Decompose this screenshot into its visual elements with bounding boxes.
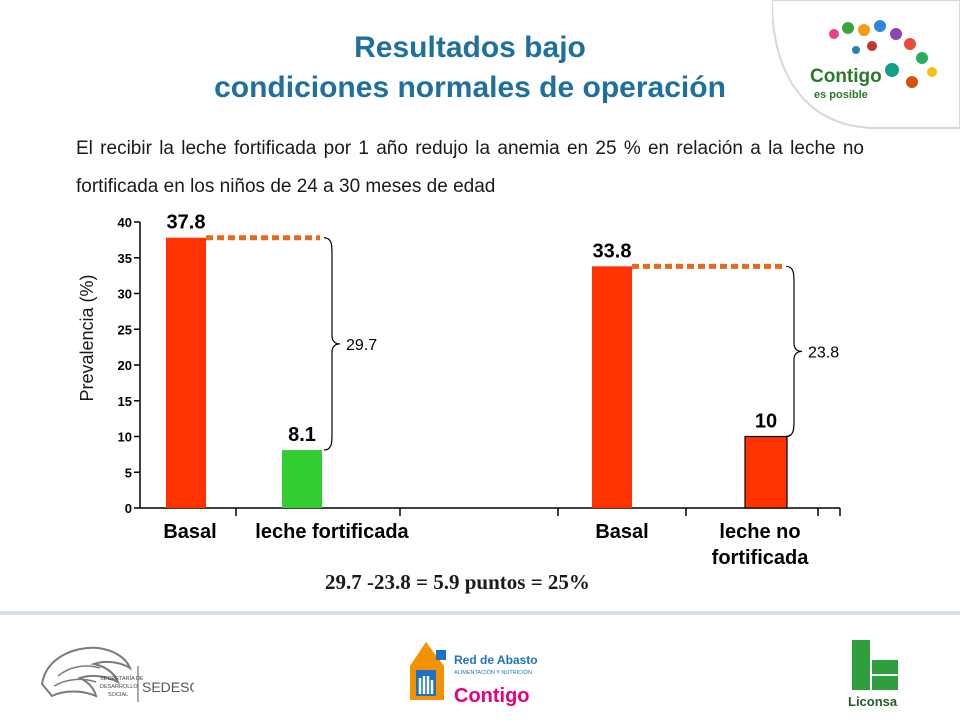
- x-tick-label: leche fortificada: [255, 521, 409, 543]
- contigo-logo-subtext: es posible: [814, 89, 868, 101]
- eagle-emblem-icon: [40, 646, 133, 698]
- bar-value-label: 8.1: [288, 424, 316, 446]
- x-tick-label: fortificada: [712, 547, 810, 569]
- sedesol-text: SEDESOL: [142, 679, 194, 695]
- difference-annotation: 29.7: [346, 337, 377, 354]
- bar-value-label: 10: [755, 411, 777, 433]
- difference-brace: [785, 265, 803, 438]
- sedesol-secretaria-text: SECRETARÍA DE DESARROLLO SOCIAL: [100, 675, 145, 698]
- bar-value-label: 37.8: [167, 212, 206, 234]
- y-tick-label: 30: [118, 287, 132, 302]
- red-abasto-subtitle: ALIMENTACIÓN Y NUTRICIÓN: [454, 669, 532, 676]
- title-line-1: Resultados bajo: [354, 31, 586, 64]
- sedesol-logo: SECRETARÍA DE DESARROLLO SOCIAL SEDESOL: [40, 646, 194, 702]
- x-tick-label: leche no: [719, 521, 800, 543]
- difference-brace: [323, 237, 341, 451]
- y-tick-label: 25: [118, 322, 132, 337]
- difference-annotation: 23.8: [808, 344, 839, 361]
- red-abasto-title: Red de Abasto: [454, 653, 538, 667]
- x-tick-label: Basal: [595, 521, 648, 543]
- house-hand-icon: [410, 642, 446, 700]
- red-de-abasto-logo: Red de Abasto ALIMENTACIÓN Y NUTRICIÓN C…: [410, 642, 538, 707]
- red-abasto-contigo: Contigo: [454, 685, 530, 707]
- y-tick-label: 20: [118, 358, 132, 373]
- bar: [282, 450, 322, 508]
- formula-text: 29.7 -23.8 = 5.9 puntos = 25%: [325, 570, 590, 594]
- x-tick-label: Basal: [163, 521, 216, 543]
- liconsa-logo: Liconsa: [848, 640, 898, 709]
- bar: [592, 266, 632, 508]
- liconsa-text: Liconsa: [848, 694, 898, 709]
- page-subtitle: El recibir la leche fortificada por 1 añ…: [76, 138, 864, 197]
- footer-divider: [0, 611, 960, 615]
- y-tick-label: 0: [125, 501, 132, 516]
- bar: [744, 435, 788, 509]
- bar: [166, 237, 206, 509]
- page-title: Resultados bajo condiciones normales de …: [100, 28, 840, 108]
- liconsa-mark-icon: [852, 640, 898, 690]
- contigo-logo: Contigo es posible: [772, 0, 960, 129]
- bar-value-label: 33.8: [593, 240, 632, 262]
- y-tick-label: 40: [118, 215, 132, 230]
- y-tick-label: 5: [125, 465, 132, 480]
- bar-chart: 0 5 10 15 20 25 30 35 40 Prevalencia (%) 37.8 8.1 33…: [77, 212, 841, 569]
- y-tick-label: 15: [118, 394, 132, 409]
- handprints-icon: [829, 20, 937, 88]
- y-axis-label: Prevalencia (%): [77, 274, 97, 401]
- contigo-logo-text: Contigo: [810, 66, 882, 87]
- y-tick-label: 35: [118, 251, 132, 266]
- title-line-2: condiciones normales de operación: [214, 71, 726, 104]
- y-tick-label: 10: [118, 430, 132, 445]
